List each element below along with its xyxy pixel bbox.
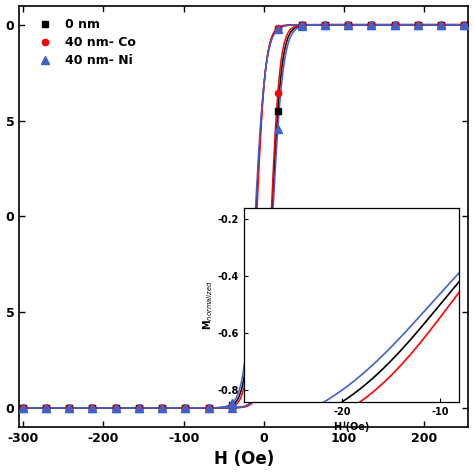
40 nm- Ni xyxy=(345,22,351,27)
40 nm- Ni xyxy=(299,22,305,27)
40 nm- Ni xyxy=(252,217,258,222)
40 nm- Ni xyxy=(182,405,188,410)
0 nm xyxy=(136,405,142,410)
40 nm- Co xyxy=(20,405,26,410)
40 nm- Ni xyxy=(275,27,281,32)
0 nm xyxy=(438,22,443,27)
0 nm xyxy=(43,405,49,410)
40 nm- Co xyxy=(136,405,142,410)
40 nm- Ni xyxy=(66,405,72,410)
40 nm- Ni xyxy=(20,405,26,410)
0 nm xyxy=(275,26,281,31)
40 nm- Ni xyxy=(43,405,49,410)
40 nm- Co xyxy=(113,405,119,410)
40 nm- Ni xyxy=(229,401,235,406)
40 nm- Ni xyxy=(392,22,397,27)
40 nm- Ni xyxy=(462,22,467,27)
0 nm xyxy=(89,405,95,410)
40 nm- Ni xyxy=(89,405,95,410)
40 nm- Co xyxy=(345,22,351,27)
0 nm xyxy=(182,405,188,410)
40 nm- Co xyxy=(66,405,72,410)
0 nm xyxy=(66,405,72,410)
0 nm xyxy=(368,22,374,27)
40 nm- Ni xyxy=(415,22,420,27)
40 nm- Co xyxy=(206,405,212,410)
0 nm xyxy=(252,233,258,238)
0 nm xyxy=(299,22,305,27)
40 nm- Ni xyxy=(322,22,328,27)
0 nm xyxy=(415,22,420,27)
Legend: 0 nm, 40 nm- Co, 40 nm- Ni: 0 nm, 40 nm- Co, 40 nm- Ni xyxy=(26,12,143,73)
Line: 40 nm- Ni: 40 nm- Ni xyxy=(19,21,468,412)
40 nm- Ni xyxy=(368,22,374,27)
X-axis label: H (Oe): H (Oe) xyxy=(214,450,274,468)
0 nm xyxy=(229,402,235,408)
0 nm xyxy=(392,22,397,27)
40 nm- Co xyxy=(415,22,420,27)
40 nm- Co xyxy=(438,22,443,27)
40 nm- Ni xyxy=(206,405,212,410)
0 nm xyxy=(113,405,119,410)
40 nm- Ni xyxy=(136,405,142,410)
40 nm- Ni xyxy=(159,405,165,410)
0 nm xyxy=(159,405,165,410)
0 nm xyxy=(345,22,351,27)
0 nm xyxy=(20,405,26,410)
40 nm- Ni xyxy=(438,22,443,27)
40 nm- Co xyxy=(252,252,258,257)
40 nm- Co xyxy=(159,405,165,410)
40 nm- Co xyxy=(368,22,374,27)
Line: 0 nm: 0 nm xyxy=(20,22,467,411)
40 nm- Co xyxy=(462,22,467,27)
40 nm- Co xyxy=(43,405,49,410)
0 nm xyxy=(462,22,467,27)
40 nm- Co xyxy=(182,405,188,410)
40 nm- Co xyxy=(392,22,397,27)
40 nm- Co xyxy=(275,25,281,31)
40 nm- Co xyxy=(229,404,235,410)
40 nm- Co xyxy=(299,22,305,27)
40 nm- Co xyxy=(322,22,328,27)
40 nm- Ni xyxy=(113,405,119,410)
40 nm- Co xyxy=(89,405,95,410)
0 nm xyxy=(206,405,212,410)
Line: 40 nm- Co: 40 nm- Co xyxy=(20,22,467,411)
0 nm xyxy=(322,22,328,27)
